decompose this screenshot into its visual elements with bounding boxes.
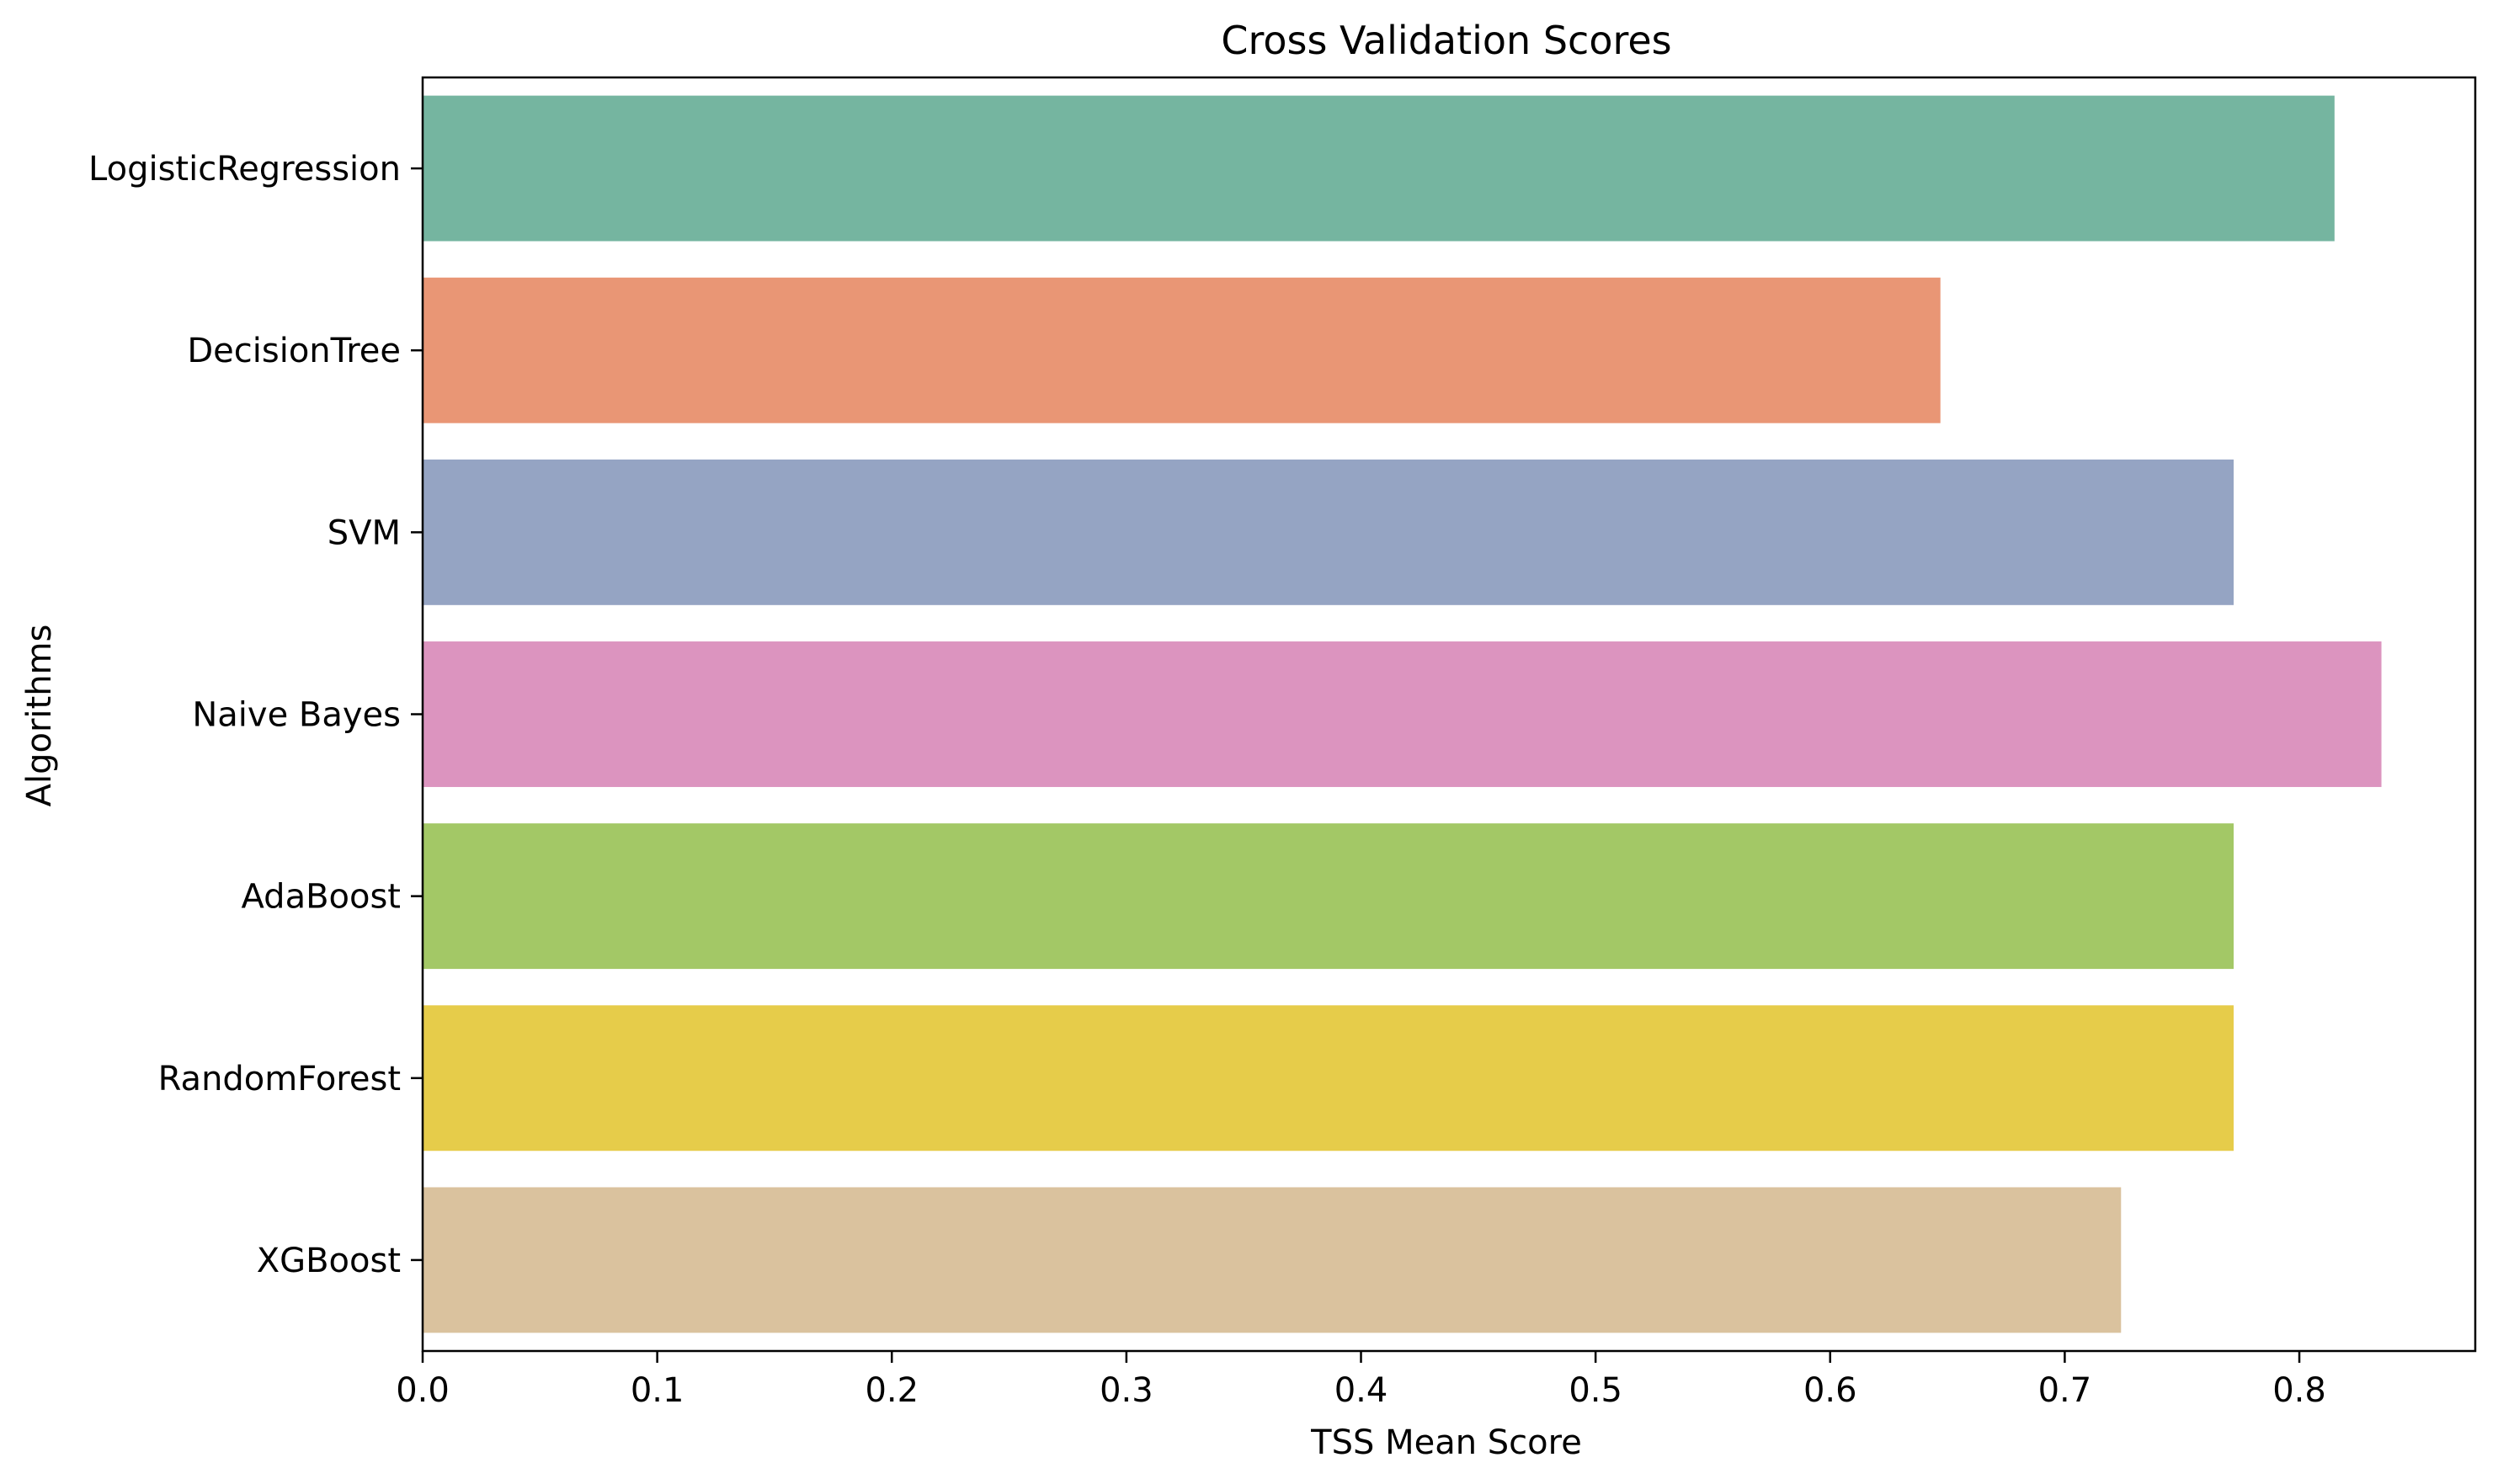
bar-randomforest [423, 1005, 2234, 1152]
bars-layer [423, 95, 2382, 1333]
x-tick-label: 0.5 [1569, 1371, 1622, 1410]
plot-frame [421, 76, 2477, 1353]
y-tick-label: DecisionTree [187, 332, 401, 370]
chart-title: Cross Validation Scores [1221, 18, 1671, 63]
bar-adaboost [423, 823, 2234, 970]
x-axis: 0.0 0.1 0.2 0.3 0.4 0.5 0.6 0.7 0.8 [396, 1351, 2326, 1410]
x-axis-label: TSS Mean Score [1310, 1423, 1582, 1462]
bar-xgboost [423, 1187, 2122, 1333]
x-tick-label: 0.2 [865, 1371, 919, 1410]
y-axis: LogisticRegression DecisionTree SVM Naive B… [88, 150, 423, 1280]
y-tick-label: LogisticRegression [88, 150, 401, 189]
x-tick-label: 0.0 [396, 1371, 450, 1410]
x-tick-label: 0.8 [2272, 1371, 2326, 1410]
y-tick-label: Naive Bayes [192, 696, 401, 735]
y-tick-label: SVM [328, 513, 401, 552]
y-axis-label: Algorithms [20, 625, 59, 807]
x-tick-label: 0.7 [2038, 1371, 2092, 1410]
x-tick-label: 0.3 [1100, 1371, 1153, 1410]
x-tick-label: 0.1 [631, 1371, 684, 1410]
y-tick-label: RandomForest [158, 1060, 401, 1098]
x-tick-label: 0.6 [1803, 1371, 1857, 1410]
bar-naive-bayes [423, 641, 2382, 787]
bar-logisticregression [423, 95, 2335, 242]
bar-svm [423, 459, 2234, 605]
bar-decisiontree [423, 277, 1941, 423]
y-tick-label: AdaBoost [242, 878, 401, 917]
y-tick-label: XGBoost [257, 1242, 401, 1280]
x-tick-label: 0.4 [1334, 1371, 1388, 1410]
